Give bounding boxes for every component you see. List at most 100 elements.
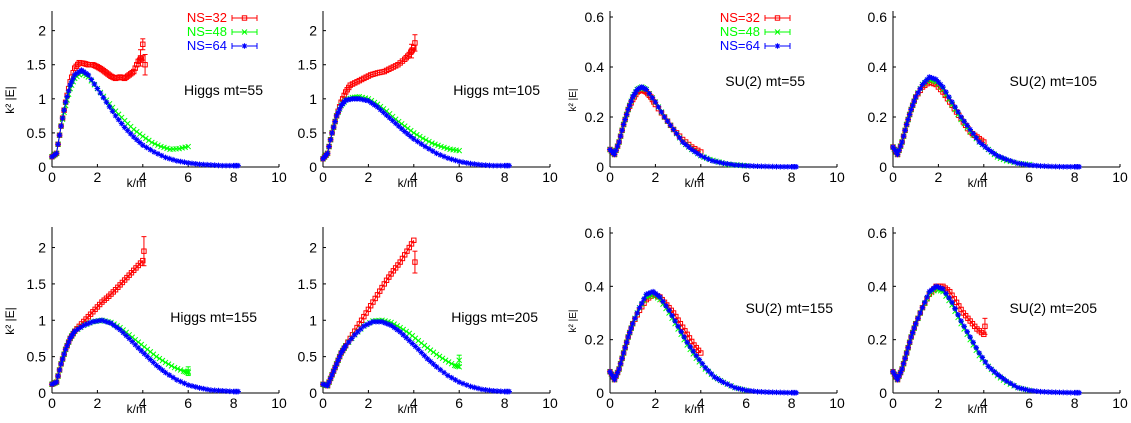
x-tick-label: 6: [455, 169, 463, 185]
data-point-interp: [132, 65, 138, 71]
y-tick-label: 0.6: [585, 9, 605, 25]
data-point-interp: [1068, 389, 1074, 396]
data-point-interp: [917, 310, 924, 316]
data-point-interp: [628, 98, 634, 104]
data-point: [90, 318, 96, 325]
data-point-interp: [430, 361, 437, 367]
y-axis-label: k² |E|: [568, 310, 579, 333]
data-point: [365, 98, 372, 104]
data-point-interp: [943, 290, 949, 297]
x-tick-label: 10: [1112, 395, 1128, 411]
data-point-interp: [1074, 163, 1081, 170]
data-point-interp: [158, 152, 165, 159]
legend-label: NS=48: [187, 24, 227, 39]
data-point-interp: [134, 62, 140, 68]
x-tick-label: 0: [606, 169, 614, 185]
data-point: [383, 112, 390, 118]
data-point-interp: [708, 371, 715, 377]
data-point-interp: [937, 81, 944, 88]
data-point-interp: [613, 373, 619, 379]
data-point-interp: [626, 329, 633, 336]
data-point-interp: [681, 334, 687, 340]
data-point-interp: [694, 150, 701, 157]
data-point: [743, 387, 749, 394]
legend-label: NS=32: [187, 10, 227, 25]
x-tick-label: 6: [455, 395, 463, 411]
data-point-interp: [690, 348, 697, 355]
data-point-interp: [1011, 159, 1017, 165]
data-point-interp: [931, 285, 937, 291]
data-point: [912, 320, 919, 327]
data-point-interp: [326, 379, 332, 385]
data-point: [994, 371, 1001, 378]
x-tick-label: 0: [606, 395, 614, 411]
x-tick-label: 2: [365, 395, 373, 411]
data-point-interp: [115, 116, 122, 123]
data-point-interp: [654, 292, 661, 299]
data-point-interp: [413, 131, 420, 138]
x-tick-label: 4: [139, 169, 147, 185]
data-point: [666, 307, 672, 314]
data-point: [958, 114, 964, 120]
data-point-interp: [979, 141, 986, 148]
data-point-interp: [1011, 382, 1017, 389]
data-point: [711, 374, 718, 380]
x-tick-label: 4: [697, 395, 705, 411]
data-point-interp: [716, 159, 723, 166]
data-point-interp: [482, 162, 489, 168]
data-point-interp: [689, 338, 695, 345]
data-point-interp: [482, 387, 489, 393]
data-point-interp: [691, 148, 698, 155]
data-point-interp: [127, 71, 134, 77]
data-point-interp: [166, 155, 173, 162]
x-tick-label: 0: [48, 395, 56, 411]
data-point-interp: [127, 131, 134, 137]
data-point-interp: [74, 326, 81, 333]
data-point-interp: [110, 289, 116, 295]
data-point-interp: [347, 96, 354, 103]
data-point: [49, 381, 55, 388]
data-point-interp: [109, 108, 116, 115]
data-point: [1026, 387, 1032, 394]
data-point: [130, 134, 137, 140]
data-point-interp: [997, 373, 1004, 380]
data-point-interp: [663, 303, 669, 309]
y-tick-label: 0.4: [585, 278, 605, 294]
series-line: [892, 285, 985, 381]
data-point-interp: [717, 377, 724, 384]
legend-label: NS=48: [720, 24, 760, 39]
data-point-interp: [622, 116, 628, 123]
data-point: [1026, 162, 1032, 168]
data-point-interp: [937, 285, 944, 291]
y-tick-label: 2: [38, 23, 46, 39]
data-point-interp: [133, 136, 140, 143]
y-tick-label: 0: [38, 159, 46, 175]
data-point: [62, 346, 69, 353]
y-tick-label: 0: [309, 385, 317, 401]
data-point-interp: [619, 355, 625, 362]
data-point-interp: [100, 67, 107, 74]
data-point: [467, 160, 474, 167]
data-point: [985, 146, 992, 153]
data-point-interp: [96, 317, 102, 324]
data-point-interp: [330, 124, 337, 131]
data-point: [625, 334, 631, 340]
data-point-interp: [785, 163, 791, 170]
series-line: [609, 293, 747, 391]
data-point-interp: [655, 104, 662, 110]
data-point-interp: [739, 162, 746, 169]
data-point-interp: [958, 306, 964, 313]
data-point-interp: [429, 148, 436, 154]
x-tick-label: 4: [139, 395, 147, 411]
y-tick-label: 1.5: [298, 276, 318, 292]
data-point: [333, 361, 340, 367]
data-point-interp: [323, 152, 329, 158]
data-point-interp: [658, 109, 665, 115]
x-axis-label: k/m: [398, 176, 417, 190]
data-point-interp: [628, 325, 634, 331]
data-point: [620, 350, 627, 356]
data-point-interp: [494, 162, 500, 169]
legend-marker: [774, 43, 781, 49]
data-point: [361, 323, 367, 329]
